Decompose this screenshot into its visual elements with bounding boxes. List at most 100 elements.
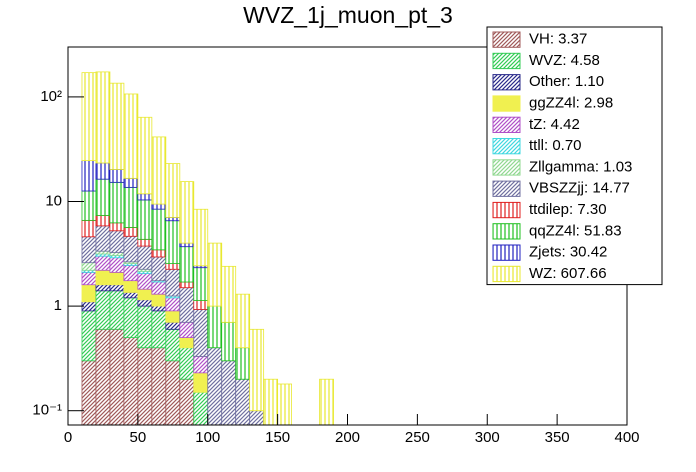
bar-segment [235, 378, 251, 426]
bar-segment [193, 309, 209, 357]
bar-segment [95, 162, 111, 180]
bar-segment [179, 281, 195, 289]
bar-segment [95, 71, 111, 164]
bar-segment [151, 136, 167, 205]
bar-segment [109, 257, 125, 273]
bar-segment [151, 203, 167, 210]
bar-segment [165, 360, 181, 426]
bar-segment [81, 301, 97, 312]
bar-segment [193, 356, 209, 374]
x-tick-label: 100 [195, 429, 220, 446]
legend-label: Other: 1.10 [529, 73, 604, 90]
legend-box [486, 26, 663, 286]
bar-segment [221, 360, 237, 426]
bar-segment [123, 337, 139, 426]
bar-segment [151, 347, 167, 426]
legend-swatch [492, 116, 521, 133]
bar-segment [151, 249, 167, 258]
bar-segment [95, 290, 111, 330]
bar-segment [123, 177, 139, 188]
bar-segment [207, 305, 223, 349]
bar-segment [95, 225, 111, 252]
bar-segment [165, 321, 181, 330]
y-tick-label: 10² [40, 88, 62, 105]
legend-label: ttll: 0.70 [529, 137, 582, 154]
bar-segment [137, 299, 153, 307]
bar-segment [95, 178, 111, 216]
chart-title: WVZ_1j_muon_pt_3 [243, 2, 453, 28]
bar-segment [319, 378, 334, 426]
y-tick-label: 10 [45, 192, 62, 209]
bar-segment [193, 267, 209, 301]
bar-segment [109, 284, 125, 292]
bar-segment [123, 93, 139, 179]
bar-segment [165, 310, 181, 323]
bar-segment [81, 160, 97, 192]
bar-segment [123, 227, 139, 237]
legend-label: Zjets: 30.42 [529, 244, 607, 261]
bar-segment [137, 238, 153, 247]
bar-segment [151, 310, 167, 349]
bar-segment [179, 321, 195, 338]
bar-segment [109, 230, 125, 253]
bar-segment [81, 236, 97, 264]
bar-segment [109, 328, 125, 426]
bar-segment [137, 193, 153, 201]
bar-segment [81, 310, 97, 362]
legend-swatch [492, 95, 521, 112]
x-tick-label: 250 [405, 429, 430, 446]
bar-segment [109, 252, 125, 256]
bar-segment [207, 347, 223, 426]
bar-segment [81, 190, 97, 221]
bar-segment [151, 305, 167, 312]
bar-segment [165, 263, 181, 270]
legend-label: VH: 3.37 [529, 31, 587, 48]
bar-segment [193, 300, 209, 310]
legend-label: WVZ: 4.58 [529, 52, 600, 69]
legend-label: ggZZ4l: 2.98 [529, 95, 613, 112]
bar-segment [109, 169, 125, 183]
legend-swatch [492, 74, 521, 91]
x-tick-label: 300 [475, 429, 500, 446]
legend-swatch [492, 201, 521, 219]
bar-segment [137, 288, 153, 301]
bar-segment [81, 219, 97, 238]
bar-segment [95, 284, 111, 292]
bar-segment [207, 242, 223, 307]
bar-segment [123, 264, 139, 282]
legend-swatch [492, 52, 521, 70]
bar-segment [165, 297, 181, 312]
bar-segment [95, 328, 111, 426]
x-tick-label: 200 [335, 429, 360, 446]
bar-segment [151, 208, 167, 251]
x-tick-label: 400 [614, 429, 639, 446]
bar-segment [221, 265, 237, 323]
legend-label: WZ: 607.66 [529, 265, 607, 282]
bar-segment [137, 347, 153, 426]
bar-segment [109, 222, 125, 232]
bar-segment [81, 360, 97, 426]
bar-segment [277, 383, 293, 426]
y-tick-label: 10⁻¹ [32, 402, 62, 419]
legend-label: Zllgamma: 1.03 [529, 158, 632, 175]
bar-segment [165, 216, 181, 222]
bar-segment [249, 410, 265, 426]
bar-segment [165, 220, 181, 264]
bar-segment [193, 372, 209, 393]
bar-segment [179, 378, 195, 426]
bar-segment [81, 284, 97, 303]
bar-segment [165, 268, 181, 297]
bar-segment [137, 199, 153, 240]
bar-segment [137, 245, 153, 270]
bar-segment [165, 328, 181, 362]
bar-segment [179, 347, 195, 380]
bar-segment [81, 262, 97, 271]
bar-segment [95, 269, 111, 286]
bar-segment [179, 287, 195, 323]
bar-segment [123, 297, 139, 338]
bar-segment [109, 290, 125, 330]
legend-label: VBSZZjj: 14.77 [529, 180, 630, 197]
bar-segment [137, 273, 153, 290]
bar-segment [221, 321, 237, 362]
